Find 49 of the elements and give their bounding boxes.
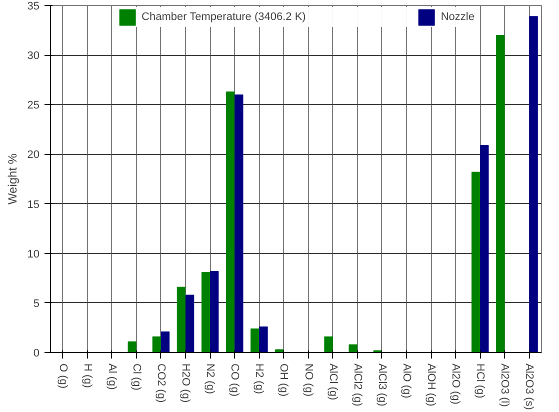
bar [259, 326, 268, 352]
x-tick-label: Al (g) [106, 364, 118, 390]
y-tick-label: 5 [33, 298, 40, 310]
x-tick-label: AlCl2 (g) [351, 364, 364, 406]
bar [176, 286, 186, 352]
y-axis-title: Weight % [5, 153, 20, 205]
x-tick-label: H2O (g) [180, 364, 192, 403]
x-tick-label: AlOH (g) [425, 364, 438, 406]
x-tick-label: CO (g) [228, 364, 241, 396]
bar [496, 34, 505, 352]
bar [529, 16, 538, 352]
x-tick-label: CO2 (g) [154, 364, 167, 403]
legend-label: Nozzle [440, 11, 474, 23]
bar [152, 336, 162, 352]
legend-label: Chamber Temperature (3406.2 K) [142, 11, 306, 23]
y-tick-label: 35 [27, 0, 40, 12]
y-tick-label: 0 [33, 348, 40, 360]
bar [471, 172, 480, 352]
x-tick-label: AlO (g) [400, 364, 412, 398]
x-tick-label: Al2O (g) [450, 364, 462, 404]
bar [201, 272, 210, 352]
x-tick-label: AlCl3 (g) [376, 364, 388, 406]
x-tick-label: Al2O3 (l) [498, 364, 511, 407]
bar [480, 145, 489, 352]
bar [324, 336, 333, 352]
bar [348, 344, 358, 352]
bar [226, 92, 235, 352]
y-tick-label: 30 [27, 50, 40, 62]
x-tick-label: O (g) [56, 364, 69, 389]
x-tick-label: N2 (g) [204, 364, 216, 394]
bar [234, 94, 244, 352]
bar [210, 270, 219, 352]
x-tick-label: OH (g) [278, 364, 290, 396]
x-tick-label: HCl (g) [474, 364, 486, 398]
bar [185, 294, 194, 352]
x-tick-label: NO (g) [302, 364, 314, 396]
y-tick-label: 25 [27, 100, 40, 112]
y-tick-label: 10 [27, 248, 40, 260]
bar [160, 331, 170, 352]
x-tick-label: Al2O3 (s) [523, 364, 536, 410]
bar [275, 349, 284, 352]
bar [250, 328, 260, 352]
bar [128, 341, 136, 352]
x-tick-label: AlCl (g) [326, 364, 339, 400]
y-tick-label: 20 [27, 149, 40, 162]
x-tick-label: H2 (g) [253, 364, 266, 394]
x-tick-label: Cl (g) [130, 364, 142, 390]
x-tick-label: H (g) [81, 364, 94, 388]
y-tick-label: 15 [27, 198, 40, 211]
